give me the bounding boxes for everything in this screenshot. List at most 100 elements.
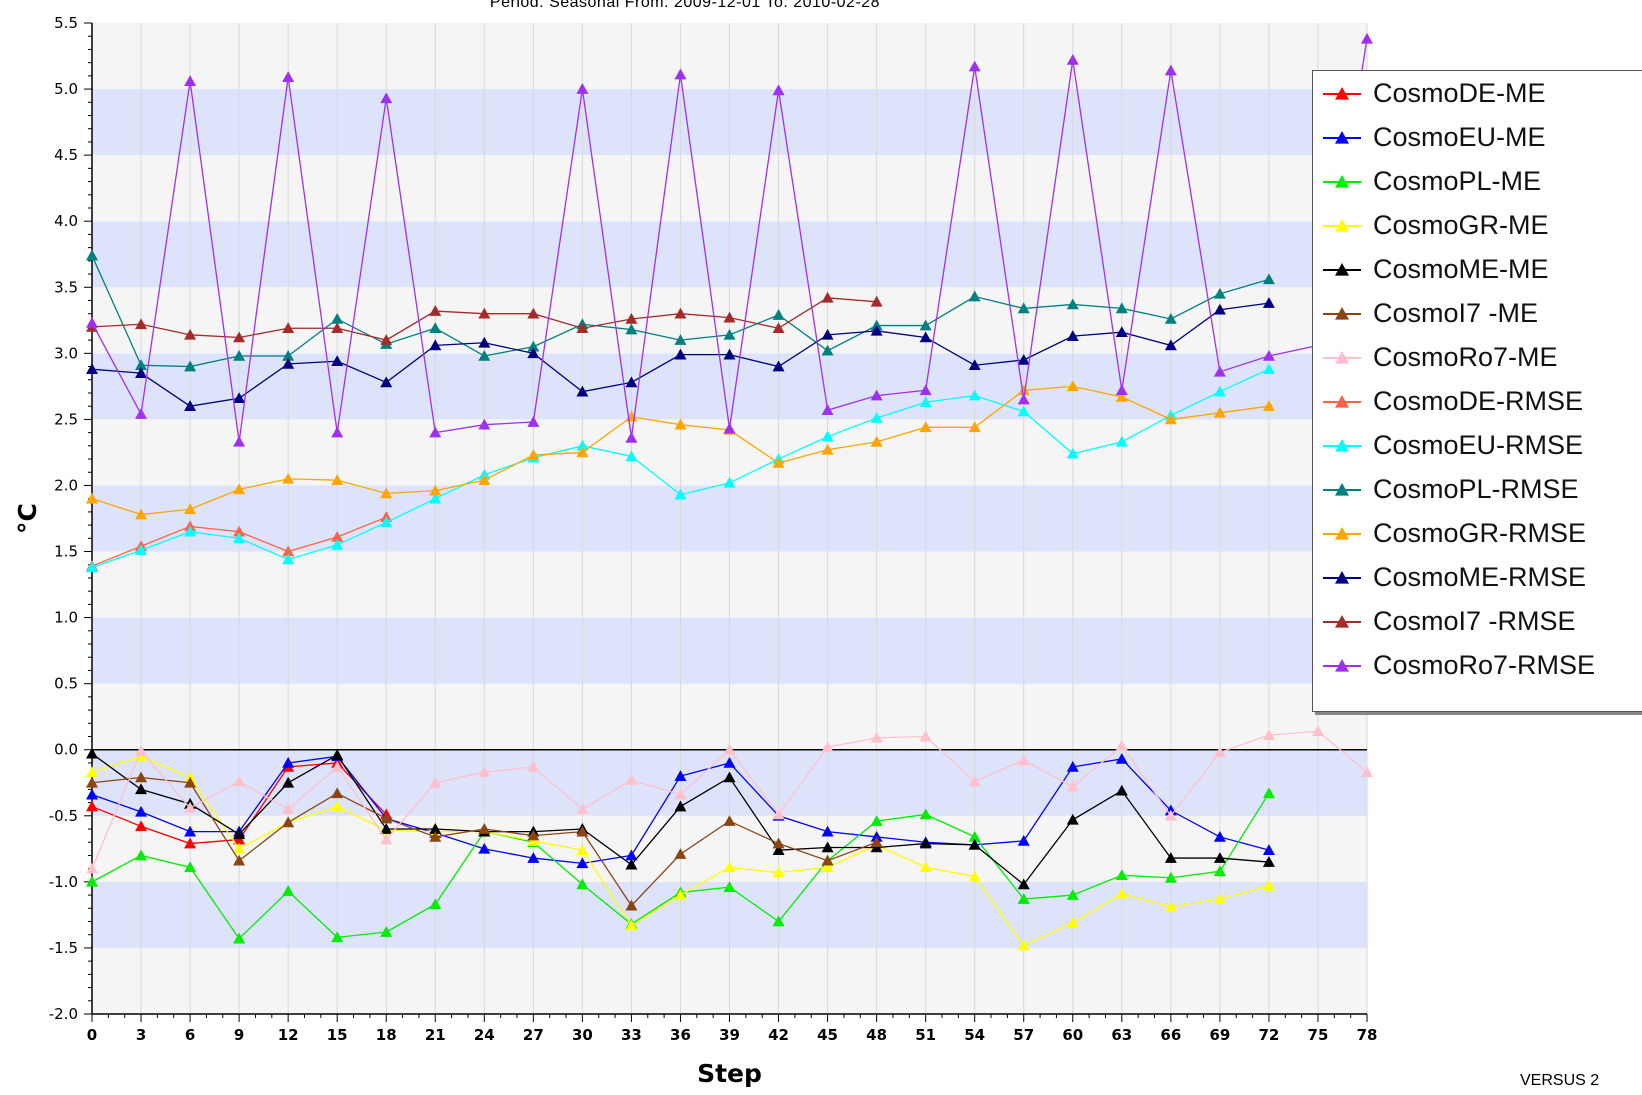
x-tick-label: 75 xyxy=(1308,1026,1329,1044)
data-point xyxy=(282,71,295,82)
data-point xyxy=(380,92,393,104)
data-point xyxy=(478,336,491,348)
data-point xyxy=(282,803,295,814)
data-point xyxy=(723,348,736,360)
data-point xyxy=(772,360,785,372)
y-tick-label: -1.5 xyxy=(49,939,78,957)
data-point xyxy=(821,741,834,752)
data-point xyxy=(1115,752,1128,764)
data-point xyxy=(968,389,981,401)
data-point xyxy=(331,800,344,812)
x-tick-label: 78 xyxy=(1357,1026,1378,1044)
legend-label: CosmoDE-RMSE xyxy=(1373,385,1584,416)
chart-subtitle: Period: Seasonal From: 2009-12-01 To: 20… xyxy=(489,0,881,11)
x-tick-label: 63 xyxy=(1111,1026,1132,1044)
data-point xyxy=(1066,780,1079,792)
data-point xyxy=(282,349,295,361)
data-point xyxy=(1164,871,1177,883)
data-point xyxy=(674,488,687,500)
data-point xyxy=(135,771,148,783)
x-tick-label: 72 xyxy=(1258,1026,1279,1044)
data-point xyxy=(331,530,344,542)
data-point xyxy=(919,331,932,343)
data-point xyxy=(380,812,393,824)
data-point xyxy=(1066,330,1079,341)
x-tick-label: 9 xyxy=(234,1026,244,1044)
legend-label: CosmoPL-RMSE xyxy=(1373,473,1579,504)
data-point xyxy=(821,430,834,442)
legend-label: CosmoME-RMSE xyxy=(1373,561,1587,592)
data-point xyxy=(576,857,589,869)
legend-marker-icon xyxy=(1323,439,1361,452)
data-point xyxy=(870,836,883,848)
x-tick-label: 60 xyxy=(1062,1026,1083,1044)
data-point xyxy=(282,472,295,484)
y-tick-label: 1.5 xyxy=(54,543,78,561)
y-tick-label: 3.5 xyxy=(54,278,78,296)
data-point xyxy=(625,919,638,931)
data-point xyxy=(478,349,491,361)
series-cosmoeu-rmse xyxy=(86,363,1275,573)
legend-label: CosmoI7 -ME xyxy=(1373,297,1539,328)
data-point xyxy=(576,439,589,451)
data-point xyxy=(1066,916,1079,928)
data-point xyxy=(1066,298,1079,310)
data-point xyxy=(1115,784,1128,796)
data-point xyxy=(674,800,687,812)
data-point xyxy=(331,538,344,550)
data-point xyxy=(625,849,638,861)
legend-item: CosmoGR-ME xyxy=(1313,203,1642,247)
data-point xyxy=(282,756,295,768)
legend-marker-icon xyxy=(1323,395,1361,408)
data-point xyxy=(1066,53,1079,65)
data-point xyxy=(821,328,834,340)
legend-item: CosmoDE-ME xyxy=(1313,71,1642,115)
y-tick-label: 4.0 xyxy=(54,212,78,230)
series-cosmoi7-rmse xyxy=(86,291,883,345)
data-point xyxy=(478,842,491,854)
y-tick-label: 2.0 xyxy=(54,476,78,494)
data-point xyxy=(772,915,785,927)
data-point xyxy=(527,347,540,359)
data-point xyxy=(625,774,638,785)
data-point xyxy=(1017,405,1030,417)
y-tick-label: 5.0 xyxy=(54,80,78,98)
data-point xyxy=(86,862,98,874)
data-point xyxy=(478,823,491,834)
data-point xyxy=(380,334,393,345)
data-point xyxy=(968,421,981,433)
data-point xyxy=(723,476,736,488)
legend-item: CosmoGR-RMSE xyxy=(1313,511,1642,555)
x-tick-label: 57 xyxy=(1013,1026,1034,1044)
data-point xyxy=(821,825,834,837)
y-tick-label: -1.0 xyxy=(49,873,78,891)
data-point xyxy=(1213,746,1226,758)
data-point xyxy=(86,492,98,504)
series-cosmoro7-me xyxy=(86,725,1373,874)
data-point xyxy=(919,319,932,331)
data-point xyxy=(331,760,344,772)
data-point xyxy=(919,421,932,433)
legend-item: CosmoRo7-ME xyxy=(1313,335,1642,379)
data-point xyxy=(625,376,638,388)
data-point xyxy=(1262,400,1275,411)
data-point xyxy=(233,775,246,787)
data-point xyxy=(919,730,932,742)
data-point xyxy=(233,525,246,537)
data-point xyxy=(772,844,785,855)
legend-marker-icon xyxy=(1323,615,1361,628)
data-point xyxy=(1262,297,1275,308)
data-point xyxy=(527,307,540,319)
x-tick-label: 69 xyxy=(1209,1026,1230,1044)
data-point xyxy=(723,743,736,755)
data-point xyxy=(968,870,981,882)
y-tick-label: 1.0 xyxy=(54,609,78,627)
legend-item: CosmoME-ME xyxy=(1313,247,1642,291)
data-point xyxy=(1213,385,1226,397)
data-point xyxy=(86,766,98,777)
x-tick-label: 30 xyxy=(572,1026,593,1044)
data-point xyxy=(429,426,442,438)
y-tick-label: 2.5 xyxy=(54,410,78,428)
data-point xyxy=(331,312,344,324)
data-point xyxy=(723,815,736,826)
